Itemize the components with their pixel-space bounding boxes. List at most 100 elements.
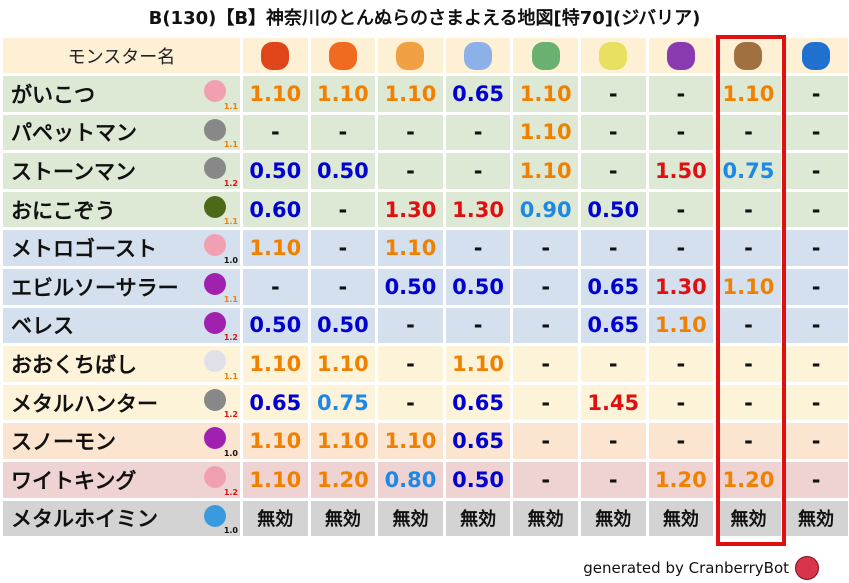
monster-level: 1.0 [223, 448, 238, 458]
resistance-value: 0.50 [445, 268, 511, 305]
resistance-value: 0.50 [378, 268, 443, 305]
resistance-value: 0.50 [243, 153, 308, 189]
resistance-value: - [513, 307, 578, 344]
resistance-value: 無効 [580, 500, 646, 537]
resistance-value: - [716, 423, 781, 459]
resistance-value: 1.10 [378, 423, 443, 459]
resistance-value: - [648, 423, 714, 459]
monster-name: メタルハンター [11, 391, 158, 416]
monster-level: 1.2 [223, 487, 238, 497]
footer: generated by CranberryBot [583, 556, 819, 580]
header-element-6 [648, 38, 714, 73]
skull-icon [204, 80, 226, 102]
resistance-value: 0.50 [580, 191, 646, 228]
resistance-table: モンスター名 がいこつ 1.1 1.10 1.10 1.10 0.65 1.10- -1.10… [3, 38, 849, 537]
monster-name-cell: おおくちばし 1.1 [3, 346, 240, 382]
monster-name: スノーモン [11, 430, 116, 455]
resistance-value: 1.20 [310, 461, 376, 498]
resistance-value: - [716, 307, 781, 344]
resistance-value: 1.20 [648, 461, 714, 498]
resistance-value: 0.65 [243, 384, 308, 421]
resistance-value: - [783, 191, 849, 228]
resistance-value: 1.10 [378, 76, 443, 112]
resistance-value: - [310, 268, 376, 305]
resistance-value: 0.50 [445, 461, 511, 498]
resistance-value: - [783, 268, 849, 305]
resistance-value: - [378, 153, 443, 189]
resistance-value: - [783, 384, 849, 421]
resistance-value: 0.50 [243, 307, 308, 344]
header-element-8 [783, 38, 849, 73]
resistance-value: 1.10 [445, 346, 511, 382]
resistance-value: 1.30 [648, 268, 714, 305]
resistance-value: - [580, 423, 646, 459]
resistance-value: 1.30 [378, 191, 443, 228]
resistance-value: - [716, 384, 781, 421]
resistance-value: 1.10 [310, 76, 376, 112]
resistance-value: 0.65 [445, 384, 511, 421]
monster-name: エビルソーサラー [11, 275, 179, 300]
resistance-value: 1.30 [445, 191, 511, 228]
monster-name-cell: メタルホイミン 1.0 [3, 500, 240, 537]
resistance-value: 1.10 [243, 76, 308, 112]
resistance-value: 1.10 [243, 346, 308, 382]
resistance-value: - [378, 384, 443, 421]
resistance-value: - [648, 384, 714, 421]
resistance-value: - [580, 76, 646, 112]
resistance-value: 無効 [648, 500, 714, 537]
monster-level: 1.1 [223, 217, 238, 227]
resistance-value: - [445, 114, 511, 151]
skull-icon [204, 234, 226, 257]
header-element-5 [580, 38, 646, 73]
resistance-value: 1.10 [513, 76, 578, 112]
monster-level: 1.2 [223, 178, 238, 188]
footer-text: generated by CranberryBot [583, 559, 789, 577]
resistance-value: - [783, 153, 849, 189]
resistance-value: - [445, 307, 511, 344]
resistance-value: 無効 [716, 500, 781, 537]
resistance-value: 1.10 [513, 153, 578, 189]
resistance-value: - [783, 230, 849, 266]
monster-level: 1.1 [223, 294, 238, 304]
resistance-value: 1.10 [716, 76, 781, 112]
flame-icon [328, 41, 357, 70]
resistance-value: 1.10 [243, 423, 308, 459]
header-element-1 [310, 38, 376, 73]
resistance-value: - [243, 268, 308, 305]
resistance-value: - [445, 153, 511, 189]
resistance-value: 0.60 [243, 191, 308, 228]
header-element-3 [445, 38, 511, 73]
resistance-value: - [378, 307, 443, 344]
monster-name-cell: エビルソーサラー 1.1 [3, 268, 240, 305]
resistance-value: 1.50 [648, 153, 714, 189]
resistance-value: - [716, 230, 781, 266]
resistance-value: - [580, 461, 646, 498]
monster-level: 1.0 [223, 526, 238, 536]
resistance-value: - [513, 268, 578, 305]
tornado-icon [531, 41, 560, 70]
resistance-value: 0.75 [716, 153, 781, 189]
resistance-value: 1.10 [243, 461, 308, 498]
header-element-4 [513, 38, 578, 73]
skull-icon [204, 465, 226, 488]
resistance-value: 0.65 [445, 76, 511, 112]
resistance-value: 1.10 [716, 268, 781, 305]
resistance-value: 無効 [783, 500, 849, 537]
monster-name-cell: パペットマン 1.1 [3, 114, 240, 151]
resistance-value: 1.10 [648, 307, 714, 344]
wing-icon [204, 350, 226, 373]
resistance-value: - [243, 114, 308, 151]
resistance-value: - [513, 384, 578, 421]
resistance-value: 1.10 [513, 114, 578, 151]
monster-name: ベレス [11, 314, 74, 339]
resistance-value: - [783, 76, 849, 112]
resistance-value: - [310, 114, 376, 151]
monster-name: おにこぞう [11, 198, 116, 223]
monster-level: 1.1 [223, 101, 238, 111]
resistance-value: 0.75 [310, 384, 376, 421]
resistance-value: - [716, 346, 781, 382]
earth-mountain-icon [734, 41, 763, 70]
trident-icon [204, 427, 226, 450]
resistance-value: 0.65 [445, 423, 511, 459]
monster-name: ストーンマン [11, 159, 136, 184]
